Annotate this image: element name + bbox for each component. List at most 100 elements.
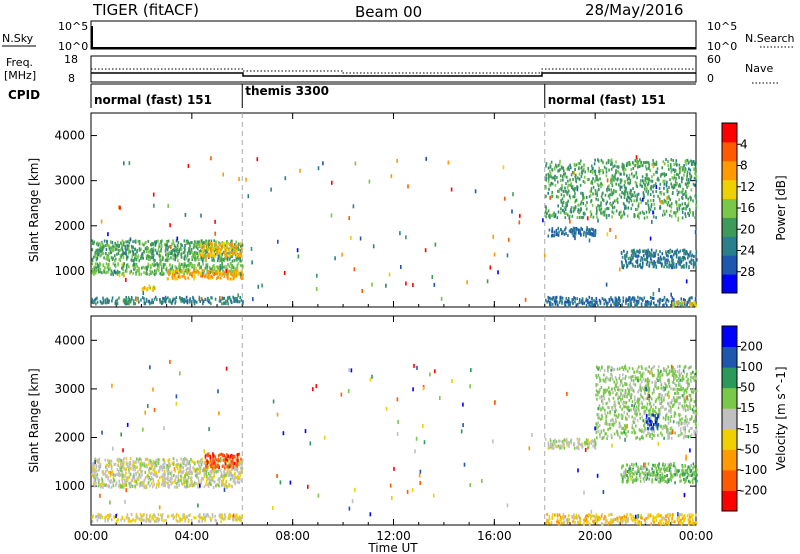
velocity-echo — [119, 467, 122, 471]
power-echo — [149, 286, 151, 290]
velocity-echo — [182, 458, 185, 462]
velocity-echo — [599, 516, 602, 520]
power-echo — [672, 183, 675, 187]
velocity-echo — [231, 456, 234, 460]
power-echo — [613, 189, 616, 193]
power-echo — [639, 197, 642, 201]
power-echo — [562, 189, 565, 193]
power-echo — [506, 253, 509, 258]
power-echo — [196, 256, 199, 260]
power-echo — [182, 264, 184, 268]
velocity-echo — [238, 461, 240, 464]
velocity-echo — [108, 516, 110, 520]
power-echo — [139, 248, 141, 252]
power-echo — [664, 179, 666, 183]
velocity-echo — [220, 459, 222, 463]
power-echo — [673, 163, 676, 166]
power-echo — [114, 241, 116, 245]
velocity-echo — [173, 515, 176, 519]
velocity-echo — [207, 472, 210, 476]
power-echo — [610, 158, 613, 162]
power-echo — [91, 241, 93, 245]
velocity-echo — [585, 439, 588, 443]
velocity-echo — [197, 476, 200, 480]
power-echo — [198, 262, 201, 266]
power-echo — [683, 248, 685, 252]
power-echo — [144, 271, 147, 275]
power-echo — [151, 262, 154, 266]
velocity-echo — [618, 521, 621, 525]
velocity-echo — [108, 461, 110, 465]
velocity-echo — [238, 481, 241, 485]
power-echo — [100, 241, 103, 245]
power-echo — [211, 276, 214, 280]
velocity-echo — [205, 464, 207, 468]
velocity-echo — [153, 513, 156, 517]
velocity-echo — [640, 514, 642, 518]
velocity-echo — [122, 458, 125, 462]
power-echo — [188, 247, 190, 251]
power-echo — [647, 167, 650, 170]
velocity-echo — [107, 514, 110, 517]
velocity-echo — [674, 520, 676, 524]
power-echo — [230, 250, 232, 254]
velocity-echo — [576, 437, 579, 441]
velocity-echo — [228, 483, 230, 486]
velocity-echo — [238, 518, 241, 522]
power-echo — [629, 299, 631, 303]
power-echo — [179, 296, 182, 300]
velocity-echo — [115, 483, 117, 487]
velocity-echo — [156, 458, 159, 462]
power-echo — [140, 255, 143, 258]
power-echo — [665, 250, 667, 254]
power-echo — [628, 173, 631, 177]
power-echo — [618, 302, 620, 305]
power-echo — [631, 172, 633, 176]
power-echo — [653, 260, 655, 263]
power-echo — [133, 266, 136, 269]
power-echo — [675, 255, 678, 259]
power-echo — [619, 267, 621, 272]
power-echo — [687, 178, 690, 182]
power-echo — [692, 211, 694, 215]
power-echo — [641, 210, 644, 214]
velocity-echo — [653, 469, 655, 473]
power-echo — [155, 240, 157, 244]
power-echo — [193, 302, 196, 306]
power-echo — [175, 249, 177, 253]
power-echo — [672, 191, 674, 194]
power-echo — [202, 269, 205, 273]
velocity-echo — [188, 514, 190, 517]
power-echo — [649, 208, 652, 212]
velocity-echo — [173, 479, 176, 483]
velocity-echo — [670, 469, 672, 473]
power-echo — [171, 272, 174, 276]
power-echo — [694, 171, 696, 175]
power-echo — [151, 253, 153, 257]
velocity-echo — [154, 465, 156, 469]
power-echo — [636, 249, 638, 253]
power-echo — [552, 234, 554, 237]
power-echo — [679, 184, 682, 188]
power-echo — [153, 287, 156, 291]
power-echo — [566, 186, 569, 190]
power-echo — [140, 298, 142, 302]
power-echo — [580, 207, 582, 211]
power-echo — [116, 298, 119, 302]
power-echo — [177, 241, 180, 244]
velocity-echo — [678, 518, 681, 522]
power-echo — [597, 158, 599, 162]
power-echo — [594, 170, 597, 174]
velocity-echo — [128, 475, 131, 479]
power-echo — [661, 262, 663, 266]
velocity-echo — [639, 522, 642, 526]
power-echo — [154, 243, 157, 247]
power-echo — [524, 297, 527, 302]
power-echo — [637, 192, 640, 196]
power-echo — [158, 268, 160, 272]
power-echo — [230, 246, 232, 250]
velocity-echo — [583, 518, 585, 522]
power-echo — [633, 191, 636, 194]
power-echo — [554, 183, 557, 187]
power-echo — [240, 241, 242, 245]
